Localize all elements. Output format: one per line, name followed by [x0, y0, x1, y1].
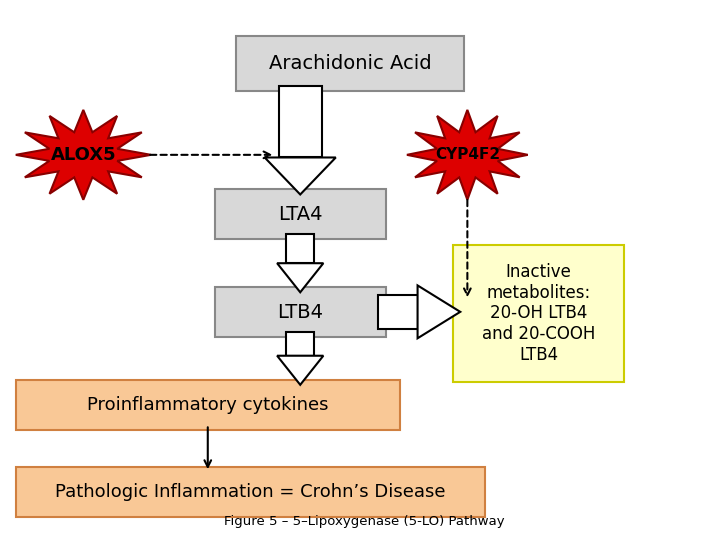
- FancyBboxPatch shape: [236, 36, 464, 91]
- Polygon shape: [279, 86, 321, 157]
- FancyBboxPatch shape: [453, 245, 624, 382]
- Text: ALOX5: ALOX5: [51, 146, 116, 164]
- Polygon shape: [265, 157, 336, 194]
- Text: LTB4: LTB4: [277, 303, 323, 322]
- Polygon shape: [379, 295, 418, 329]
- Text: Figure 5 – 5–Lipoxygenase (5-LO) Pathway: Figure 5 – 5–Lipoxygenase (5-LO) Pathway: [224, 514, 505, 527]
- Text: Pathologic Inflammation = Crohn’s Disease: Pathologic Inflammation = Crohn’s Diseas…: [55, 483, 446, 501]
- FancyBboxPatch shape: [215, 287, 386, 337]
- FancyBboxPatch shape: [215, 189, 386, 240]
- Text: CYP4F2: CYP4F2: [435, 147, 500, 162]
- Polygon shape: [407, 110, 528, 200]
- Text: Proinflammatory cytokines: Proinflammatory cytokines: [87, 396, 329, 413]
- Text: Inactive
metabolites:
20-OH LTB4
and 20-COOH
LTB4: Inactive metabolites: 20-OH LTB4 and 20-…: [481, 263, 595, 364]
- Text: Arachidonic Acid: Arachidonic Acid: [269, 54, 432, 73]
- Polygon shape: [277, 355, 324, 385]
- FancyBboxPatch shape: [16, 380, 400, 430]
- Polygon shape: [286, 234, 314, 263]
- FancyBboxPatch shape: [16, 467, 485, 517]
- Text: LTA4: LTA4: [278, 205, 322, 224]
- Polygon shape: [286, 332, 314, 355]
- Polygon shape: [16, 110, 151, 200]
- Polygon shape: [418, 286, 460, 338]
- Polygon shape: [277, 263, 324, 292]
